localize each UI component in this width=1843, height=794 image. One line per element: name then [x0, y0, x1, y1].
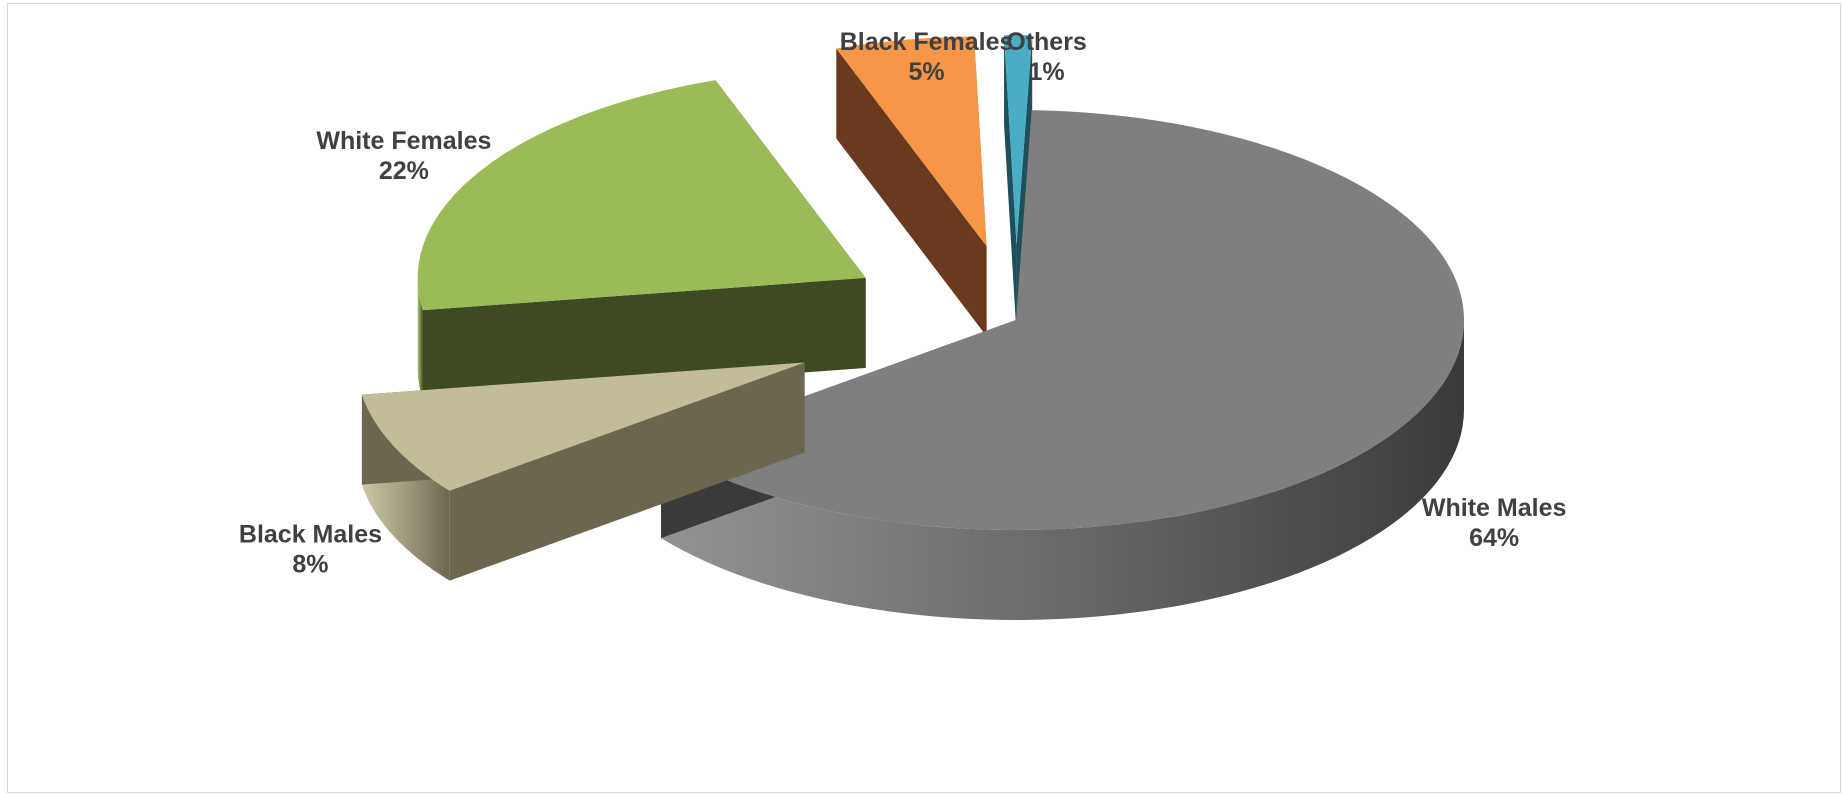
data-label-value-others: 1% — [1028, 58, 1064, 86]
data-label-name-black-males: Black Males — [239, 521, 382, 549]
slice-cut-face-black-females-0 — [836, 48, 987, 337]
data-label-black-females: Black Females 5% — [840, 28, 1014, 86]
slice-black-females — [836, 36, 987, 337]
slice-cut-face-others-0 — [1004, 35, 1017, 336]
slice-top-white-males — [661, 110, 1464, 530]
data-label-name-white-males: White Males — [1422, 494, 1566, 522]
data-label-black-males: Black Males 8% — [239, 521, 382, 579]
data-label-others: Others 1% — [1006, 28, 1087, 86]
data-label-value-black-males: 8% — [292, 551, 328, 579]
data-label-name-black-females: Black Females — [840, 28, 1014, 56]
slice-top-others — [1004, 35, 1033, 246]
data-label-white-males: White Males 64% — [1422, 494, 1566, 552]
slice-cut-face-others-1 — [1016, 35, 1033, 336]
slice-top-white-females — [417, 80, 866, 311]
data-label-name-others: Others — [1006, 28, 1087, 56]
slice-top-black-males — [361, 362, 805, 491]
slice-side-white-females — [417, 277, 423, 401]
slice-others — [1004, 35, 1033, 336]
data-label-name-white-females: White Females — [316, 127, 491, 155]
slice-white-males — [661, 110, 1464, 620]
data-label-value-white-males: 64% — [1469, 524, 1519, 552]
slice-top-black-females — [836, 36, 987, 247]
data-label-value-black-females: 5% — [908, 58, 944, 86]
slice-black-males — [361, 362, 805, 581]
slice-side-white-males — [661, 320, 1464, 620]
data-label-value-white-females: 22% — [379, 157, 429, 185]
data-label-white-females: White Females 22% — [316, 127, 491, 185]
